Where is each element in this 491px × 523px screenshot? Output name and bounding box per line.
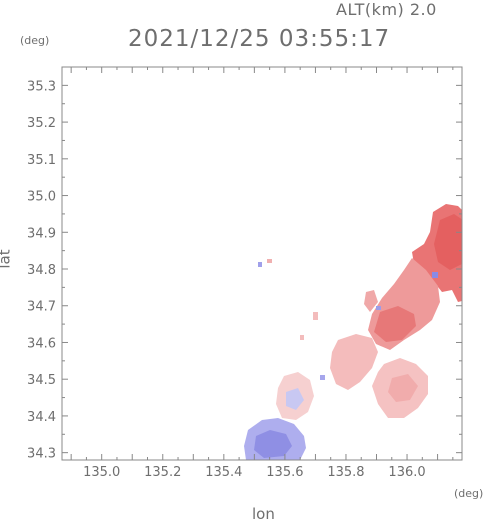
plot-frame bbox=[61, 66, 463, 461]
x-tick-label: 135.0 bbox=[83, 465, 120, 480]
y-unit-label: (deg) bbox=[20, 34, 50, 47]
y-tick-label: 34.6 bbox=[27, 336, 56, 351]
x-ticks: 135.0 135.2 135.4 135.6 135.8 136.0 bbox=[83, 465, 426, 480]
y-tick-label: 35.1 bbox=[27, 153, 56, 168]
y-ticks: 35.3 35.2 35.1 35.0 34.9 34.8 34.7 34.6 34.5 34.4… bbox=[27, 79, 56, 461]
y-tick-label: 35.3 bbox=[27, 79, 56, 94]
echo-speck bbox=[258, 262, 262, 267]
y-tick-label: 34.4 bbox=[27, 410, 56, 425]
y-tick-label: 34.8 bbox=[27, 263, 56, 278]
x-tick-label: 135.6 bbox=[266, 465, 303, 480]
x-axis-label: lon bbox=[252, 505, 275, 523]
y-tick-label: 34.7 bbox=[27, 300, 56, 315]
echo-region-mixed-blue bbox=[286, 388, 304, 410]
echo-region-northeast-inner bbox=[434, 214, 462, 270]
echo-region-south-center bbox=[330, 334, 378, 390]
x-tick-label: 135.8 bbox=[327, 465, 364, 480]
echo-region-edge-west bbox=[364, 290, 378, 312]
timestamp-title: 2021/12/25 03:55:17 bbox=[128, 26, 391, 52]
x-tick-label: 136.0 bbox=[388, 465, 425, 480]
echo-speck bbox=[267, 259, 272, 263]
echo-speck bbox=[432, 272, 438, 278]
altitude-label: ALT(km) 2.0 bbox=[336, 0, 437, 19]
y-tick-label: 35.0 bbox=[27, 190, 56, 205]
echo-speck bbox=[300, 335, 304, 340]
y-tick-label: 34.5 bbox=[27, 373, 56, 388]
x-tick-label: 135.4 bbox=[205, 465, 242, 480]
echo-speck bbox=[313, 312, 318, 320]
echo-region-central-core bbox=[374, 306, 416, 342]
x-unit-label: (deg) bbox=[454, 487, 484, 500]
echo-region-approaching-core bbox=[254, 430, 292, 458]
echo-speck bbox=[320, 375, 325, 380]
y-tick-label: 34.9 bbox=[27, 226, 56, 241]
y-tick-label: 35.2 bbox=[27, 116, 56, 131]
echo-region-south-east-inner bbox=[388, 374, 418, 402]
y-tick-label: 34.3 bbox=[27, 447, 56, 462]
x-tick-label: 135.2 bbox=[144, 465, 181, 480]
echo-speck bbox=[376, 306, 381, 310]
plot-border bbox=[61, 66, 463, 461]
echo-field bbox=[244, 204, 462, 460]
